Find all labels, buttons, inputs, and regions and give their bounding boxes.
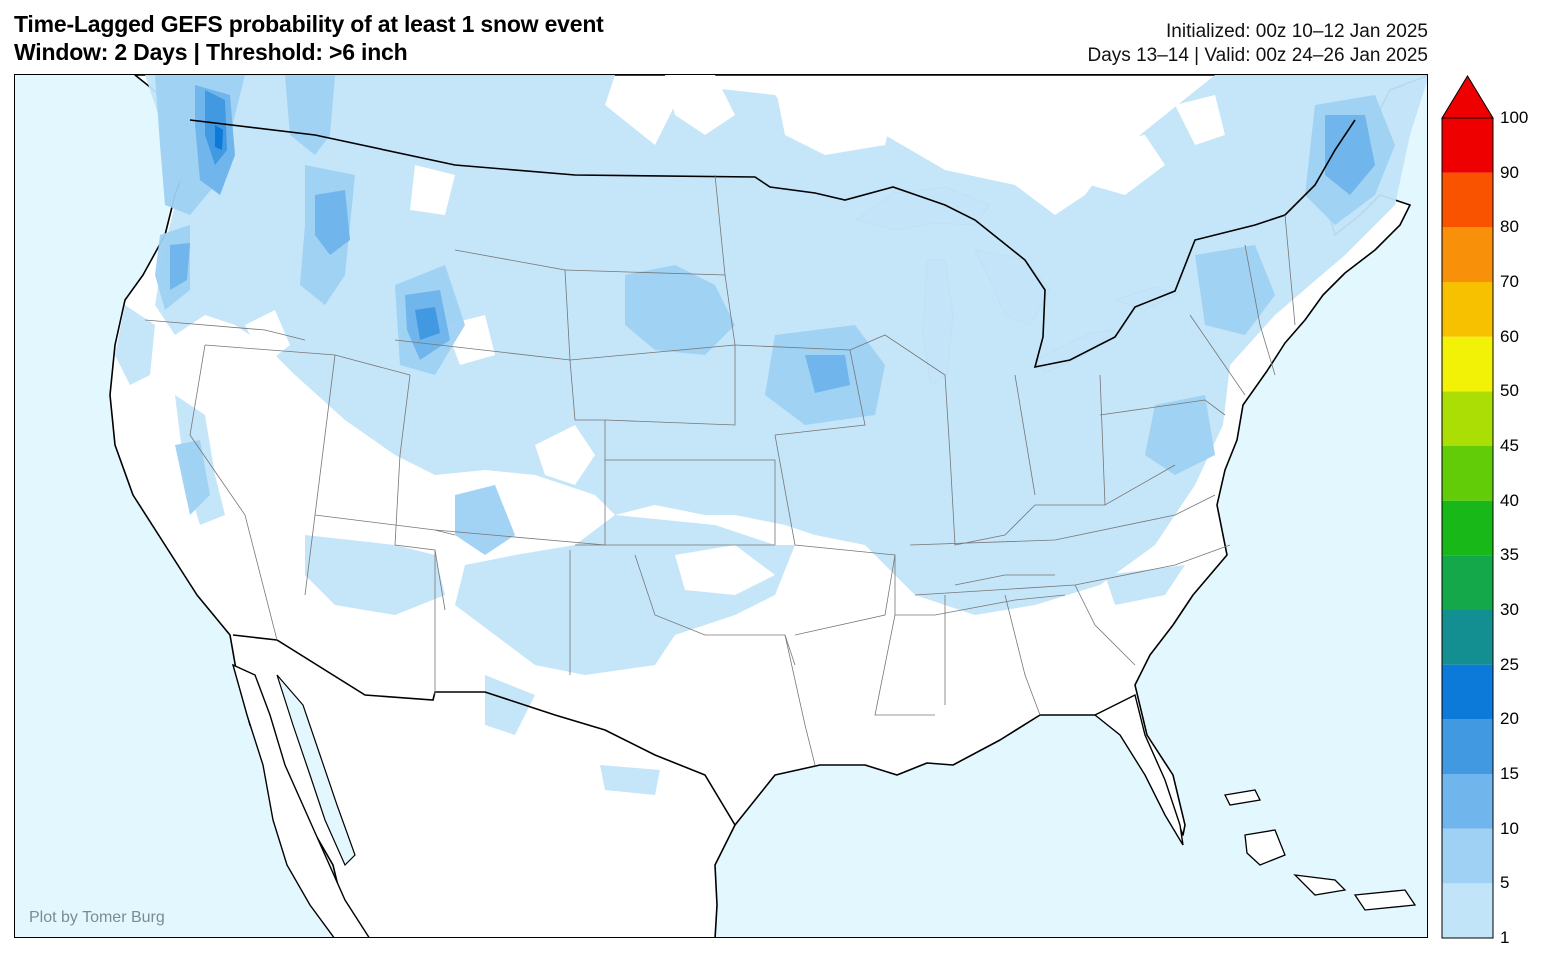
run-info: Initialized: 00z 10–12 Jan 2025 Days 13–…: [1088, 20, 1429, 68]
colorbar-tick-label: 100: [1500, 108, 1529, 127]
colorbar-tick-label: 70: [1500, 272, 1519, 291]
colorbar-swatch: [1442, 828, 1493, 884]
plot-credit: Plot by Tomer Burg: [29, 909, 165, 926]
colorbar-swatch: [1442, 555, 1493, 610]
colorbar-tick-label: 50: [1500, 381, 1519, 401]
caribbean-islands: [1224, 789, 1417, 911]
title-block: Time-Lagged GEFS probability of at least…: [14, 10, 604, 66]
us-mexico-border: [232, 634, 736, 826]
colorbar-tick-label: 10: [1500, 818, 1519, 838]
map-canvas: [109, 75, 1427, 937]
colorbar-swatch: [1442, 774, 1493, 829]
colorbar-swatch: [1442, 227, 1493, 282]
no-signal-gaps: [245, 75, 1225, 595]
colorbar-swatch: [1442, 719, 1493, 774]
map-title: Time-Lagged GEFS probability of at least…: [14, 11, 604, 37]
colorbar-tick-label: 1: [1500, 928, 1510, 947]
colorbar-swatch: [1442, 883, 1493, 938]
gulf-of-california: [276, 674, 356, 867]
colorbar-tick-label: 30: [1500, 600, 1519, 619]
colorbar-tick-label: 20: [1500, 709, 1519, 729]
colorbar-swatch: [1442, 446, 1493, 501]
state-borders: [144, 174, 1296, 766]
colorbar-tick-label: 25: [1500, 654, 1519, 674]
probability-fill-20-25: [215, 125, 223, 150]
colorbar-swatch: [1442, 282, 1493, 337]
florida-peninsula: [1093, 693, 1184, 846]
colorbar-tick-label: 40: [1500, 490, 1519, 510]
colorbar-swatch: [1442, 172, 1493, 228]
colorbar-swatch: [1442, 118, 1493, 173]
map-subtitle: Window: 2 Days | Threshold: >6 inch: [14, 39, 408, 65]
colorbar-legend: 1 5 10 15 20 25 30 35 40 45 50 60 70 80 90 100: [1440, 74, 1550, 947]
colorbar-swatch: [1442, 336, 1493, 392]
colorbar-tick-label: 5: [1500, 873, 1510, 893]
valid-label: Days 13–14 | Valid: 00z 24–26 Jan 2025: [1087, 45, 1429, 66]
colorbar-border: [1441, 117, 1494, 939]
colorbar-swatch: [1442, 664, 1493, 720]
colorbar-tick-label: 80: [1500, 217, 1519, 237]
colorbar-swatch: [1442, 500, 1493, 556]
colorbar-scale: [1441, 75, 1494, 939]
map-panel: Plot by Tomer Burg: [14, 74, 1428, 938]
colorbar-tick-label: 45: [1500, 436, 1519, 455]
colorbar-extend-arrow: [1441, 75, 1494, 119]
colorbar-tick-label: 90: [1500, 162, 1519, 182]
colorbar-swatch: [1442, 610, 1493, 665]
colorbar-tick-label: 60: [1500, 326, 1519, 346]
initialized-label: Initialized: 00z 10–12 Jan 2025: [1166, 21, 1428, 42]
us-canada-border: [189, 119, 1356, 369]
baja-peninsula: [231, 663, 370, 937]
colorbar-tick-label: 15: [1500, 764, 1519, 783]
colorbar-tick-label: 35: [1500, 545, 1519, 565]
colorbar-swatch: [1442, 391, 1493, 446]
